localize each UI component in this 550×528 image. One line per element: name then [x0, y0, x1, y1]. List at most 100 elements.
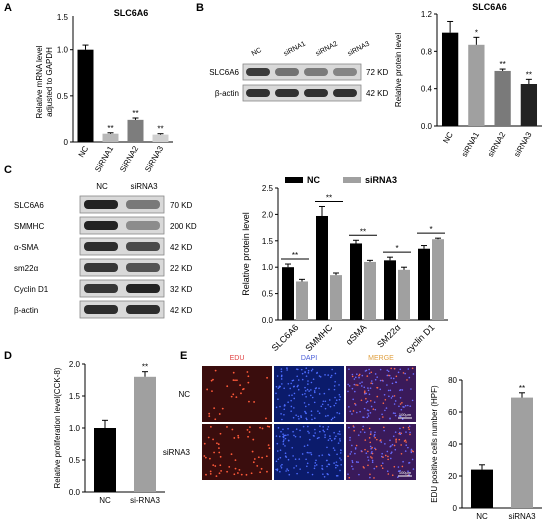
e-cell-dot — [265, 455, 268, 458]
e-cell-dot — [231, 428, 234, 431]
e-cell-dot — [349, 439, 351, 441]
e-cell-dot — [312, 378, 315, 381]
e-cell-dot — [235, 396, 238, 399]
c-ytick-label: 2.5 — [262, 184, 274, 193]
e-cell-dot — [382, 456, 384, 458]
e-cell-dot — [328, 399, 331, 401]
e-cell-dot — [275, 435, 278, 437]
e-cell-dot — [315, 464, 318, 466]
e-cell-dot — [367, 456, 369, 458]
c-band — [84, 284, 118, 293]
e-cell-dot — [295, 414, 297, 416]
e-cell-dot — [339, 457, 341, 459]
e-cell-dot — [294, 458, 297, 461]
e-cell-dot — [359, 382, 361, 385]
e-cell-dot — [303, 445, 306, 447]
e-cell-dot — [297, 379, 300, 381]
e-cell-dot — [267, 444, 270, 446]
b-band — [275, 89, 299, 97]
e-cell-dot — [379, 368, 382, 371]
e-cell-dot — [373, 477, 375, 479]
c-bar — [282, 267, 294, 320]
e-cell-dot — [399, 388, 402, 391]
d-ytick-label: 0.5 — [69, 456, 81, 465]
c-row-label: α-SMA — [14, 243, 39, 252]
e-cell-dot — [324, 436, 326, 439]
e-cell-dot — [366, 375, 369, 377]
e-cell-dot — [319, 430, 321, 433]
e-cell-dot — [288, 473, 291, 476]
e-cell-dot — [371, 382, 374, 385]
e-cell-dot — [397, 371, 400, 374]
e-cell-dot — [252, 461, 255, 464]
e-cell-dot — [268, 425, 271, 428]
e-cell-dot — [394, 448, 397, 451]
e-cell-dot — [301, 393, 304, 396]
e-cell-dot — [358, 473, 360, 476]
e-col-label: DAPI — [301, 355, 317, 362]
e-cell-dot — [371, 450, 373, 453]
e-cell-dot — [276, 375, 279, 377]
e-cell-dot — [370, 431, 372, 433]
a-sig: ** — [132, 109, 138, 118]
e-cell-dot — [313, 401, 316, 404]
e-cell-dot — [245, 473, 248, 476]
c-band — [126, 305, 160, 314]
e-cell-dot — [366, 400, 369, 403]
e-cell-dot — [369, 441, 372, 444]
e-cell-dot — [369, 445, 372, 448]
e-cell-dot — [369, 412, 372, 414]
e-cell-dot — [292, 416, 295, 419]
e-cell-dot — [324, 400, 327, 403]
e-cell-dot — [218, 413, 221, 415]
e-cell-dot — [354, 404, 357, 406]
e-cell-dot — [398, 431, 401, 434]
e-cell-dot — [353, 383, 356, 386]
e-cell-dot — [360, 399, 363, 402]
e-cell-dot — [331, 417, 334, 420]
e-cell-dot — [322, 426, 324, 428]
c-ytick-label: 2.0 — [262, 210, 274, 219]
e-cell-dot — [399, 396, 402, 399]
e-cell-dot — [214, 369, 217, 372]
e-cell-dot — [360, 450, 363, 452]
e-cell-dot — [310, 369, 313, 372]
e-cell-dot — [234, 459, 237, 462]
e-cell-dot — [349, 410, 352, 413]
b-title: SLC6A6 — [472, 2, 507, 12]
e-cell-dot — [242, 387, 245, 390]
e-cell-dot — [319, 375, 322, 378]
e-cell-dot — [304, 390, 307, 392]
c-band — [84, 242, 118, 251]
e-cell-dot — [363, 407, 366, 410]
c-sig: * — [395, 244, 398, 253]
e-cell-dot — [220, 470, 223, 472]
e-cell-dot — [380, 455, 383, 458]
c-band — [126, 221, 160, 230]
e-cell-dot — [384, 409, 386, 412]
e-cell-dot — [304, 392, 306, 395]
e-cell-dot — [350, 451, 353, 453]
e-cell-dot — [323, 475, 326, 478]
e-cell-dot — [368, 368, 370, 371]
e-cell-dot — [373, 401, 376, 403]
e-cell-dot — [370, 371, 373, 374]
d-ytick-label: 1.5 — [69, 392, 81, 401]
e-cell-dot — [249, 426, 251, 429]
e-cell-dot — [206, 388, 209, 391]
e-cell-dot — [321, 454, 324, 456]
e-cell-dot — [306, 444, 309, 447]
e-cell-dot — [247, 435, 249, 438]
c-ylabel: Relative protein level — [241, 212, 251, 296]
e-cell-dot — [381, 413, 383, 416]
e-cell-dot — [218, 447, 220, 450]
c-lane-label: NC — [96, 182, 108, 191]
e-cell-dot — [207, 436, 210, 439]
e-cell-dot — [338, 393, 341, 396]
c-legend-swatch — [285, 177, 303, 183]
e-cell-dot — [408, 474, 410, 476]
e-cell-dot — [279, 470, 281, 473]
a-bar — [77, 49, 94, 142]
e-cell-dot — [356, 373, 358, 376]
e-cell-dot — [399, 368, 402, 371]
